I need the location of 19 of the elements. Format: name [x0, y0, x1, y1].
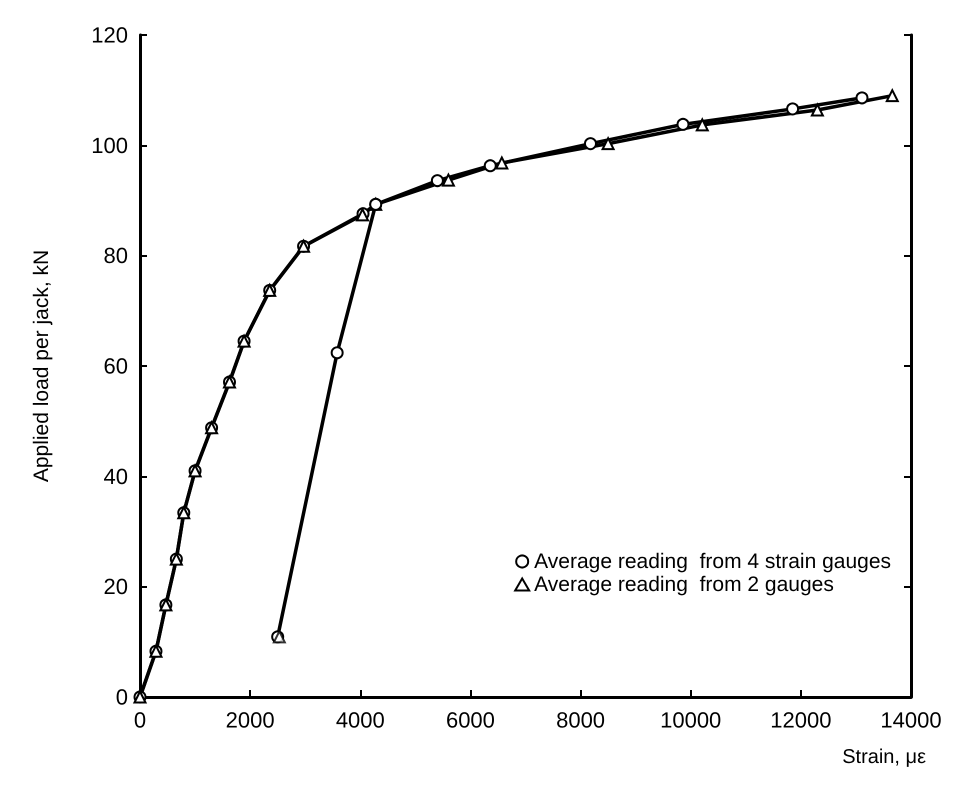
- x-tick-label: 0: [134, 708, 146, 732]
- y-tick-label: 80: [104, 243, 128, 268]
- x-tick-label: 6000: [446, 708, 495, 732]
- y-tick-label: 60: [104, 354, 128, 378]
- y-axis-title: Applied load per jack, kN: [30, 250, 53, 482]
- y-tick-label: 40: [104, 464, 128, 489]
- x-axis-title: Strain, με: [842, 746, 926, 768]
- x-tick-label: 4000: [336, 708, 385, 732]
- legend-label: Average reading from 4 strain gauges: [534, 550, 891, 573]
- x-tick-label: 10000: [660, 708, 722, 732]
- x-tick-label: 2000: [226, 708, 275, 732]
- legend-label: Average reading from 2 gauges: [534, 573, 834, 596]
- x-tick-label: 14000: [880, 708, 942, 732]
- y-tick-label: 120: [91, 22, 128, 48]
- x-tick-label: 12000: [770, 708, 832, 732]
- y-tick-label: 100: [91, 132, 128, 158]
- x-tick-label: 8000: [556, 708, 606, 732]
- y-tick-label: 0: [116, 684, 128, 710]
- y-tick-label: 20: [104, 574, 128, 600]
